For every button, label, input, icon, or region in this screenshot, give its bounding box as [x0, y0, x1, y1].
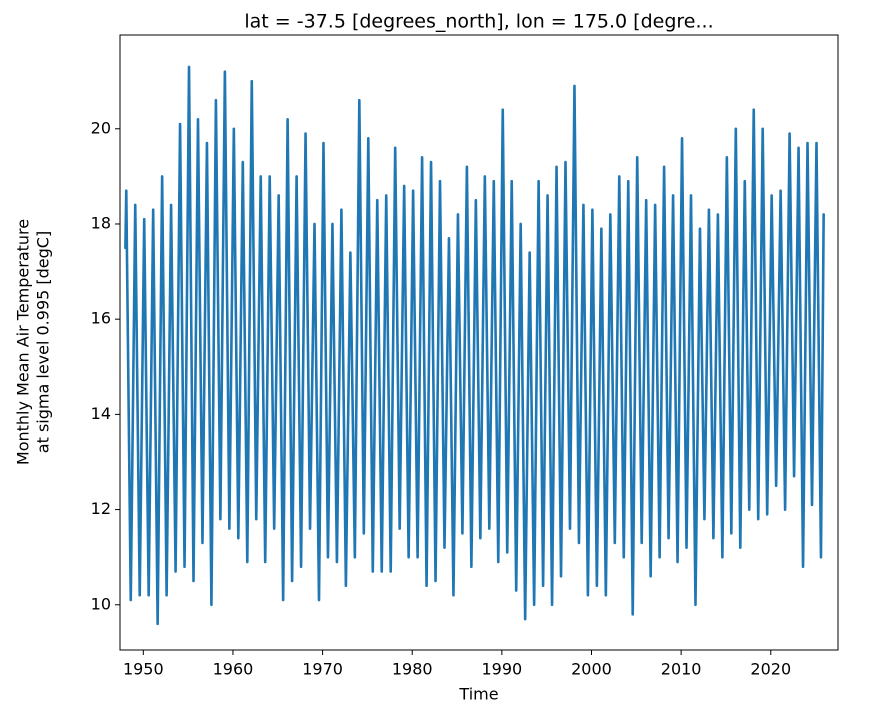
y-tick-label: 10	[91, 594, 111, 613]
y-tick-label: 18	[91, 213, 111, 232]
y-tick-label: 16	[91, 309, 111, 328]
data-line	[124, 65, 825, 626]
y-axis-label: at sigma level 0.995 [degC]	[34, 231, 53, 453]
x-tick-label: 1990	[481, 660, 522, 679]
y-tick-label: 12	[91, 499, 111, 518]
x-tick-label: 1970	[302, 660, 343, 679]
y-axis-label: Monthly Mean Air Temperature	[14, 219, 33, 465]
y-tick-label: 20	[91, 118, 111, 137]
x-tick-label: 2000	[571, 660, 612, 679]
chart-title: lat = -37.5 [degrees_north], lon = 175.0…	[244, 11, 713, 33]
x-tick-label: 2020	[750, 660, 791, 679]
x-tick-label: 2010	[661, 660, 702, 679]
plot-frame	[119, 34, 839, 651]
x-axis-label: Time	[458, 685, 498, 704]
x-tick-label: 1960	[213, 660, 254, 679]
x-tick-label: 1950	[123, 660, 164, 679]
y-tick-label: 14	[91, 404, 111, 423]
x-tick-label: 1980	[392, 660, 433, 679]
